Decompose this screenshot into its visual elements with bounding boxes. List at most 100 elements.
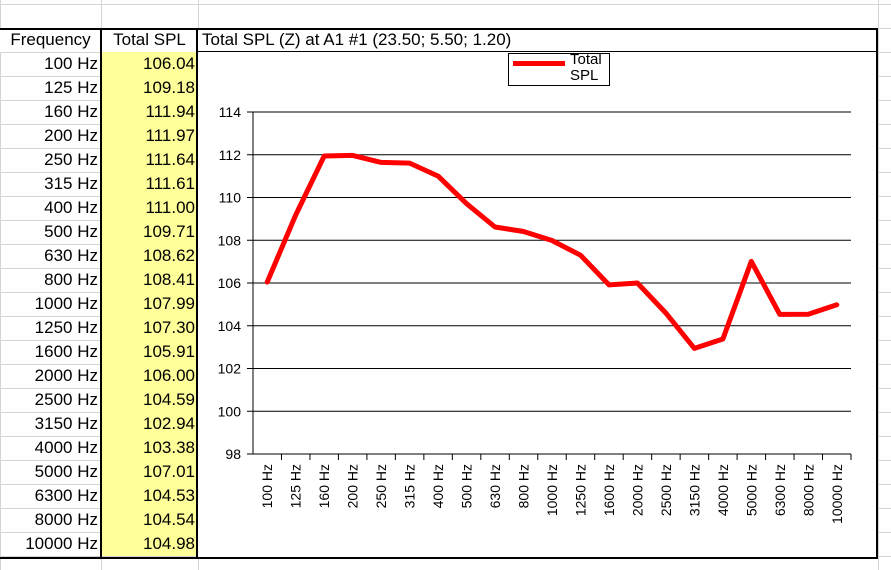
x-tick-label: 6300 Hz: [772, 464, 788, 516]
frequency-cell[interactable]: 160 Hz: [44, 102, 98, 121]
frequency-cell[interactable]: 1000 Hz: [34, 294, 98, 313]
frequency-cell[interactable]: 200 Hz: [44, 126, 98, 145]
data-point: [380, 161, 382, 163]
x-tick-label: 160 Hz: [316, 464, 332, 508]
y-tick-label: 104: [218, 318, 242, 334]
x-tick-label: 100 Hz: [259, 464, 275, 508]
chart-area[interactable]: [198, 28, 878, 559]
total-spl-cell[interactable]: 108.62: [101, 244, 198, 268]
total-spl-cell[interactable]: 104.54: [101, 508, 198, 532]
x-tick-label: 125 Hz: [288, 464, 304, 508]
frequency-cell[interactable]: 1250 Hz: [34, 318, 98, 337]
total-spl-cell[interactable]: 109.18: [101, 76, 198, 100]
header-total-spl[interactable]: Total SPL: [101, 28, 198, 52]
x-tick-label: 5000 Hz: [743, 464, 759, 516]
total-spl-cell[interactable]: 111.00: [101, 196, 198, 220]
frequency-cell[interactable]: 125 Hz: [44, 78, 98, 97]
data-point: [579, 254, 581, 256]
total-spl-cell[interactable]: 107.99: [101, 292, 198, 316]
total-spl-cell[interactable]: 111.61: [101, 172, 198, 196]
total-spl-cell[interactable]: 111.94: [101, 100, 198, 124]
data-point: [807, 313, 809, 315]
frequency-cell[interactable]: 6300 Hz: [34, 486, 98, 505]
frequency-cell[interactable]: 800 Hz: [44, 270, 98, 289]
total-spl-cell[interactable]: 104.59: [101, 388, 198, 412]
series-line-total-spl: [264, 152, 840, 351]
chart-title: Total SPL (Z) at A1 #1 (23.50; 5.50; 1.2…: [202, 30, 512, 49]
data-point: [437, 175, 439, 177]
data-point: [266, 281, 268, 283]
total-spl-cell[interactable]: 108.41: [101, 268, 198, 292]
title-divider: [198, 51, 878, 52]
frequency-cell[interactable]: 315 Hz: [44, 174, 98, 193]
data-point: [523, 230, 525, 232]
frequency-cell[interactable]: 8000 Hz: [34, 510, 98, 529]
y-tick-label: 108: [218, 232, 242, 248]
data-point: [551, 239, 553, 241]
y-tick-label: 112: [219, 147, 242, 163]
frequency-cell[interactable]: 500 Hz: [44, 222, 98, 241]
data-point: [779, 313, 781, 315]
frequency-cell[interactable]: 1600 Hz: [34, 342, 98, 361]
x-tick-label: 315 Hz: [402, 464, 418, 508]
frequency-cell[interactable]: 10000 Hz: [25, 534, 98, 553]
total-spl-cell[interactable]: 107.01: [101, 460, 198, 484]
frequency-cell[interactable]: 250 Hz: [44, 150, 98, 169]
frequency-cell[interactable]: 3150 Hz: [34, 414, 98, 433]
total-spl-cell[interactable]: 105.91: [101, 340, 198, 364]
y-tick-label: 110: [219, 190, 242, 206]
total-spl-cell[interactable]: 104.98: [101, 532, 198, 556]
frequency-cell[interactable]: 5000 Hz: [34, 462, 98, 481]
frequency-cell[interactable]: 2500 Hz: [34, 390, 98, 409]
y-tick-label: 100: [218, 403, 242, 419]
x-tick-label: 400 Hz: [430, 464, 446, 508]
data-point: [722, 338, 724, 340]
x-tick-label: 500 Hz: [459, 464, 475, 508]
x-tick-label: 800 Hz: [516, 464, 532, 508]
total-spl-cell[interactable]: 109.71: [101, 220, 198, 244]
data-point: [750, 260, 752, 262]
data-point: [608, 284, 610, 286]
total-spl-cell[interactable]: 111.64: [101, 148, 198, 172]
data-point: [352, 154, 354, 156]
y-tick-label: 114: [219, 104, 242, 120]
frequency-cell[interactable]: 630 Hz: [44, 246, 98, 265]
chart-legend[interactable]: Total SPL: [508, 53, 610, 86]
table-divider: [100, 28, 102, 559]
y-tick-label: 106: [218, 275, 242, 291]
data-point: [494, 226, 496, 228]
x-tick-label: 3150 Hz: [686, 464, 702, 516]
y-tick-label: 98: [225, 446, 241, 462]
data-point: [693, 347, 695, 349]
x-tick-label: 2000 Hz: [629, 464, 645, 516]
x-tick-label: 10000 Hz: [829, 464, 845, 524]
sheet-column-line: [878, 0, 879, 570]
total-spl-cell[interactable]: 107.30: [101, 316, 198, 340]
total-spl-cell[interactable]: 106.04: [101, 52, 198, 76]
x-tick-label: 1000 Hz: [544, 464, 560, 516]
legend-label: Total SPL: [570, 53, 602, 84]
data-point: [665, 312, 667, 314]
x-tick-label: 200 Hz: [345, 464, 361, 508]
data-point: [836, 304, 838, 306]
frequency-cell[interactable]: 400 Hz: [44, 198, 98, 217]
frequency-cell[interactable]: 100 Hz: [44, 54, 98, 73]
header-frequency[interactable]: Frequency: [0, 28, 101, 52]
frequency-cell[interactable]: 2000 Hz: [34, 366, 98, 385]
x-tick-label: 1250 Hz: [572, 464, 588, 516]
y-tick-label: 102: [218, 361, 242, 377]
total-spl-cell[interactable]: 106.00: [101, 364, 198, 388]
total-spl-cell[interactable]: 103.38: [101, 436, 198, 460]
x-tick-label: 4000 Hz: [715, 464, 731, 516]
x-tick-label: 2500 Hz: [658, 464, 674, 516]
data-point: [636, 282, 638, 284]
total-spl-cell[interactable]: 102.94: [101, 412, 198, 436]
frequency-cell[interactable]: 4000 Hz: [34, 438, 98, 457]
total-spl-cell[interactable]: 111.97: [101, 124, 198, 148]
data-point: [295, 214, 297, 216]
total-spl-cell[interactable]: 104.53: [101, 484, 198, 508]
x-tick-label: 1600 Hz: [601, 464, 617, 516]
data-point: [323, 155, 325, 157]
legend-line-swatch: [513, 61, 565, 66]
